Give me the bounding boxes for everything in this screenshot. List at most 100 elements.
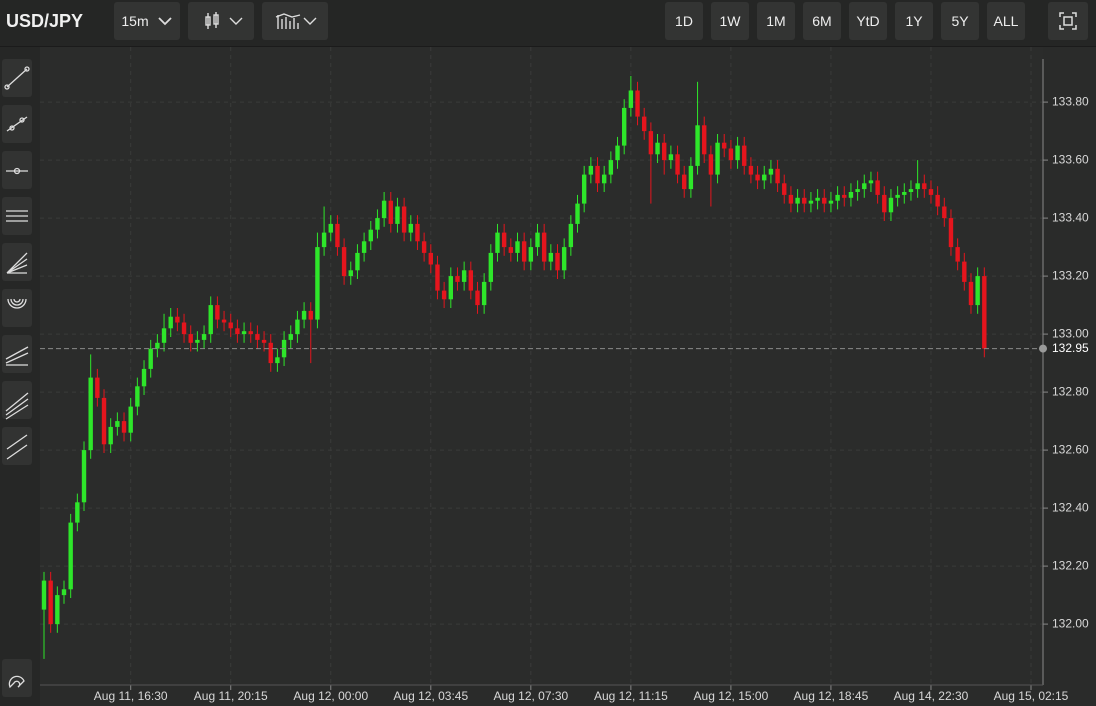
candle-body bbox=[561, 247, 567, 271]
y-tick-label: 133.40 bbox=[1052, 210, 1089, 224]
x-tick-label: Aug 14, 22:30 bbox=[894, 689, 969, 703]
candle-body bbox=[895, 194, 900, 198]
candle-body bbox=[55, 595, 60, 625]
y-tick-label: 132.00 bbox=[1052, 616, 1089, 630]
candle-body bbox=[428, 252, 433, 265]
candle-body bbox=[448, 276, 454, 300]
candle-body bbox=[248, 331, 253, 335]
candle-body bbox=[195, 339, 200, 343]
candle-body bbox=[675, 154, 680, 175]
candle-body bbox=[141, 368, 147, 387]
candle-body bbox=[341, 247, 347, 277]
range-button[interactable]: 1Y bbox=[895, 2, 933, 40]
range-button[interactable]: 5Y bbox=[941, 2, 979, 40]
candle-body bbox=[321, 232, 327, 248]
candle-body bbox=[868, 180, 874, 184]
candle-body bbox=[555, 252, 560, 271]
candle-body bbox=[748, 165, 754, 175]
candle-body bbox=[408, 223, 413, 233]
interval-dropdown[interactable]: 15m bbox=[114, 2, 180, 40]
candle-body bbox=[155, 342, 160, 349]
indicators-dropdown[interactable] bbox=[262, 2, 328, 40]
candle-body bbox=[855, 189, 860, 192]
candle-body bbox=[308, 310, 313, 320]
candle-body bbox=[368, 229, 373, 242]
candle-body bbox=[475, 290, 480, 306]
candle-body bbox=[722, 142, 727, 149]
candle-body bbox=[261, 339, 267, 343]
candle-body bbox=[702, 125, 707, 155]
candle-body bbox=[595, 165, 600, 184]
symbol: USD/JPY bbox=[6, 11, 84, 31]
candle-body bbox=[882, 194, 887, 213]
candle-body bbox=[208, 305, 213, 335]
candle-body bbox=[48, 580, 53, 625]
candle-body bbox=[275, 357, 280, 364]
candle-body bbox=[688, 165, 694, 190]
candle-body bbox=[388, 200, 393, 224]
candle-body bbox=[802, 197, 807, 204]
candle-body bbox=[488, 252, 494, 282]
candle-body bbox=[68, 522, 73, 590]
candle-body bbox=[181, 322, 187, 335]
candle-body bbox=[621, 107, 627, 146]
candle-body bbox=[642, 116, 647, 132]
y-tick-label: 132.60 bbox=[1052, 442, 1089, 456]
y-tick-label: 132.80 bbox=[1052, 384, 1089, 398]
candle-body bbox=[742, 145, 747, 166]
candle-body bbox=[982, 276, 987, 349]
candle-icon bbox=[205, 12, 243, 29]
candle-body bbox=[81, 450, 87, 503]
range-button[interactable]: 1W bbox=[711, 2, 749, 40]
y-tick-label: 133.20 bbox=[1052, 268, 1089, 282]
range-button[interactable]: YtD bbox=[849, 2, 887, 40]
candle-body bbox=[441, 290, 447, 300]
candle-body bbox=[108, 426, 113, 445]
candle-body bbox=[955, 247, 960, 262]
candle-body bbox=[948, 218, 954, 248]
candle-body bbox=[75, 502, 80, 523]
x-tick-label: Aug 12, 11:15 bbox=[594, 689, 668, 703]
candle-body bbox=[61, 589, 67, 596]
x-tick-label: Aug 12, 00:00 bbox=[293, 689, 368, 703]
candle-body bbox=[775, 168, 780, 184]
candle-body bbox=[615, 145, 620, 161]
candle-body bbox=[815, 197, 820, 201]
candle-body bbox=[875, 180, 880, 195]
range-button[interactable]: 1M bbox=[757, 2, 795, 40]
candle-body bbox=[375, 218, 380, 230]
candle-body bbox=[548, 252, 554, 262]
chevron bbox=[157, 17, 172, 26]
candle-body bbox=[115, 421, 120, 427]
chart-type-dropdown[interactable] bbox=[188, 2, 254, 40]
candle-body bbox=[962, 261, 967, 282]
candle-body bbox=[301, 310, 307, 320]
candle-body bbox=[848, 192, 854, 198]
range-button[interactable]: ALL bbox=[987, 2, 1025, 40]
indicator-icon bbox=[275, 13, 317, 29]
fullscreen-button[interactable] bbox=[1048, 2, 1088, 40]
candle-body bbox=[541, 232, 547, 262]
candle-body bbox=[215, 305, 220, 320]
y-tick-label: 132.40 bbox=[1052, 500, 1089, 514]
candle-body bbox=[515, 241, 520, 253]
candle-body bbox=[521, 241, 527, 262]
y-tick-label: 133.60 bbox=[1052, 152, 1089, 166]
candle-body bbox=[528, 247, 534, 262]
candle-body bbox=[828, 200, 834, 204]
candle-body bbox=[295, 319, 300, 335]
last-price-dot bbox=[1039, 344, 1047, 353]
candle-body bbox=[842, 194, 847, 198]
candle-body bbox=[928, 189, 934, 195]
range-button[interactable]: 1D bbox=[665, 2, 703, 40]
candle-body bbox=[348, 270, 353, 277]
candle-body bbox=[435, 264, 440, 291]
range-button[interactable]: 6M bbox=[803, 2, 841, 40]
candle-body bbox=[148, 348, 153, 369]
candle-body bbox=[395, 206, 400, 224]
candle-body bbox=[968, 281, 974, 306]
candle-body bbox=[235, 328, 240, 335]
candle-body bbox=[768, 168, 774, 175]
candle-body bbox=[788, 194, 794, 204]
candle-body bbox=[935, 194, 940, 207]
